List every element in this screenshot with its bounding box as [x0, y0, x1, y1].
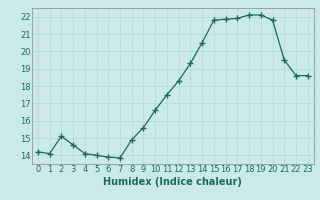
X-axis label: Humidex (Indice chaleur): Humidex (Indice chaleur) — [103, 177, 242, 187]
